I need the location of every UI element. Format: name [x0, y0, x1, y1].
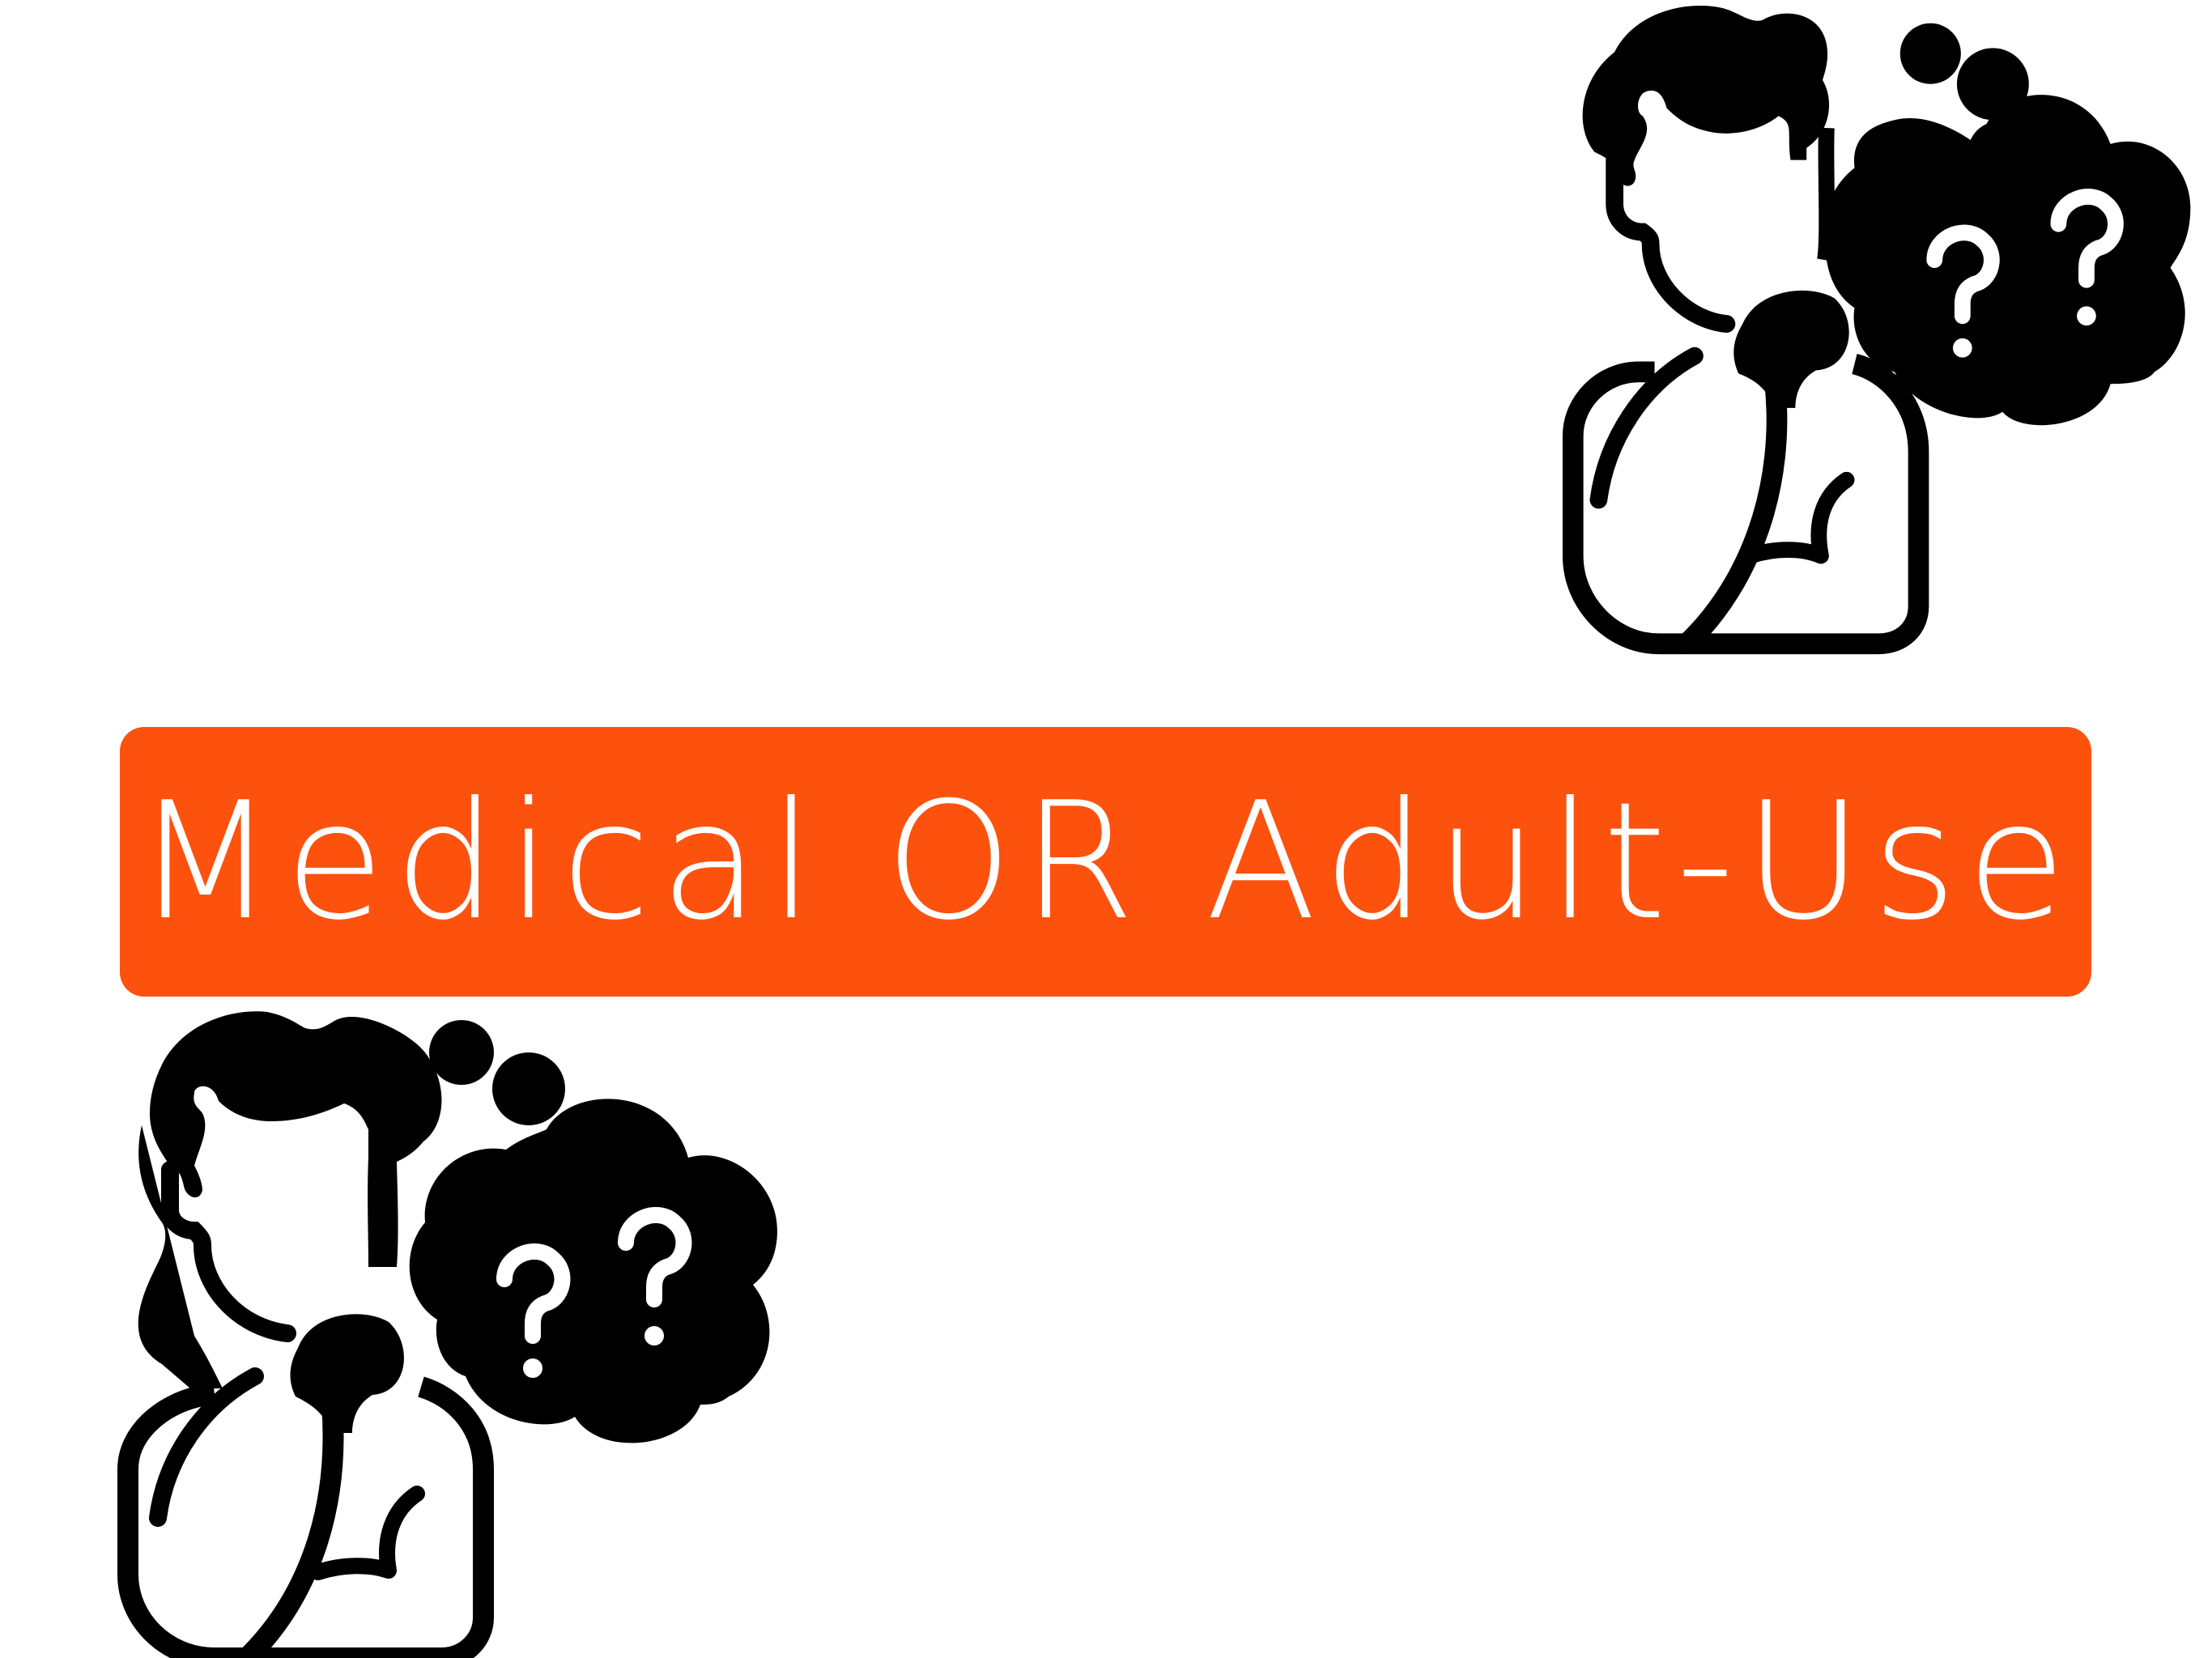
thinking-person-icon	[117, 1011, 777, 1658]
thinking-person-icon	[1562, 6, 2191, 655]
face-outline	[161, 1161, 296, 1342]
arm-left	[1589, 346, 1704, 509]
question-mark-2-dot	[644, 1326, 664, 1346]
question-mark-1	[496, 1244, 571, 1344]
question-mark-2	[2050, 189, 2124, 288]
question-mark-2-dot	[2077, 306, 2096, 326]
banner-title: Medical OR Adult-Use	[135, 767, 2076, 956]
torso-outline	[117, 1376, 494, 1658]
hair-shape	[150, 1011, 442, 1267]
elbow-line	[1742, 471, 1855, 564]
question-mark-1	[1926, 224, 2000, 325]
thought-dot-medium	[492, 1052, 565, 1125]
question-mark-2	[618, 1207, 692, 1307]
fist-shape	[1733, 290, 1849, 408]
arm-left	[149, 1367, 264, 1527]
hair-shape	[1582, 6, 1830, 186]
face-outline	[1606, 151, 1736, 333]
arm-right	[236, 1394, 344, 1658]
thinking-person-illustration-top	[1559, 0, 2212, 664]
hair-long	[138, 1125, 223, 1388]
thinking-person-illustration-bottom	[117, 1008, 789, 1658]
thought-cloud	[409, 1099, 777, 1443]
fist-shape	[290, 1314, 404, 1433]
elbow-line	[310, 1486, 425, 1580]
question-mark-1-dot	[1952, 338, 1972, 358]
title-banner: Medical OR Adult-Use	[120, 727, 2091, 997]
thought-cloud	[1825, 95, 2191, 426]
arm-right	[1676, 369, 1788, 655]
thought-dot-small	[429, 1020, 494, 1085]
thought-dot-small	[1899, 23, 1961, 84]
question-mark-1-dot	[523, 1358, 542, 1378]
torso-outline	[1562, 354, 1929, 655]
